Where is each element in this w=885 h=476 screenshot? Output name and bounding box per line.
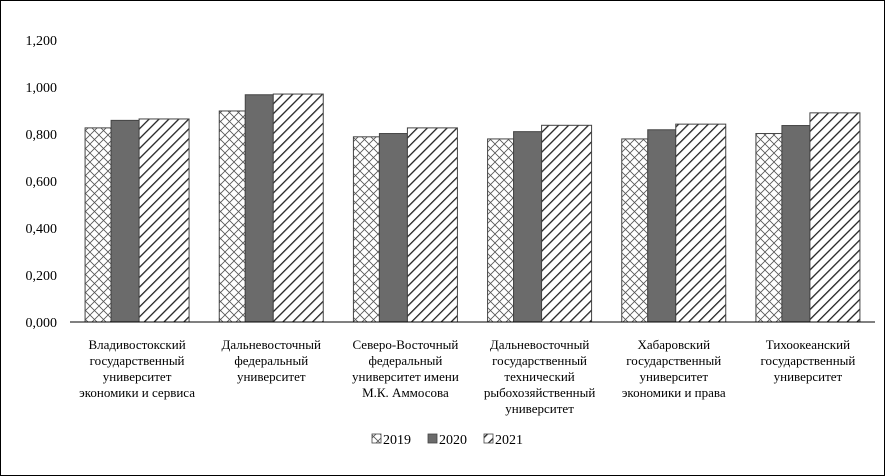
bar-2020 (244, 94, 274, 323)
bar-2020 (781, 125, 811, 323)
bar-2020 (110, 119, 140, 323)
legend-label-2020: 2020 (439, 433, 467, 448)
bar-2021 (272, 93, 324, 323)
category-label: Хабаровский государственный университет эко… (622, 337, 726, 400)
bar-2021 (406, 127, 458, 323)
y-tick-label: 0,000 (26, 316, 58, 331)
bars (84, 93, 861, 323)
bar-2019 (755, 133, 783, 323)
legend-label-2019: 2019 (383, 433, 411, 448)
category-label: Северо-Восточный федеральный университет и… (352, 337, 459, 400)
bar-2020 (513, 131, 543, 323)
category-labels: Владивостокский государственный университе… (79, 337, 855, 416)
y-tick-label: 0,600 (26, 175, 58, 190)
bar-2019 (218, 110, 246, 323)
bar-2019 (621, 138, 649, 323)
category-label: Дальневосточный государственный технически… (484, 337, 596, 416)
category-label: Владивостокский государственный университе… (79, 337, 195, 400)
bar-2021 (138, 118, 190, 323)
y-tick-label: 1,200 (26, 34, 58, 49)
bar-2020 (647, 129, 677, 323)
legend-swatch-2020 (427, 433, 438, 444)
bar-2019 (352, 136, 380, 323)
bar-2019 (84, 127, 112, 323)
legend: 2019 2020 2021 (371, 433, 523, 448)
category-label: Тихоокеанский государственный университет (760, 337, 855, 384)
bar-2020 (378, 133, 408, 323)
bar-2019 (487, 138, 515, 323)
y-tick-label: 0,400 (26, 222, 58, 237)
legend-swatch-2021 (483, 433, 494, 444)
category-label: Дальневосточный федеральный университет (222, 337, 321, 384)
y-axis-ticks: 0,000 0,200 0,400 0,600 0,800 1,000 1,200 (26, 34, 58, 331)
bar-2021 (675, 123, 727, 323)
y-tick-label: 1,000 (26, 81, 58, 96)
y-tick-label: 0,200 (26, 269, 58, 284)
bar-2021 (809, 112, 861, 323)
y-tick-label: 0,800 (26, 128, 58, 143)
legend-label-2021: 2021 (495, 433, 523, 448)
legend-swatch-2019 (371, 433, 382, 444)
bar-2021 (541, 124, 593, 323)
